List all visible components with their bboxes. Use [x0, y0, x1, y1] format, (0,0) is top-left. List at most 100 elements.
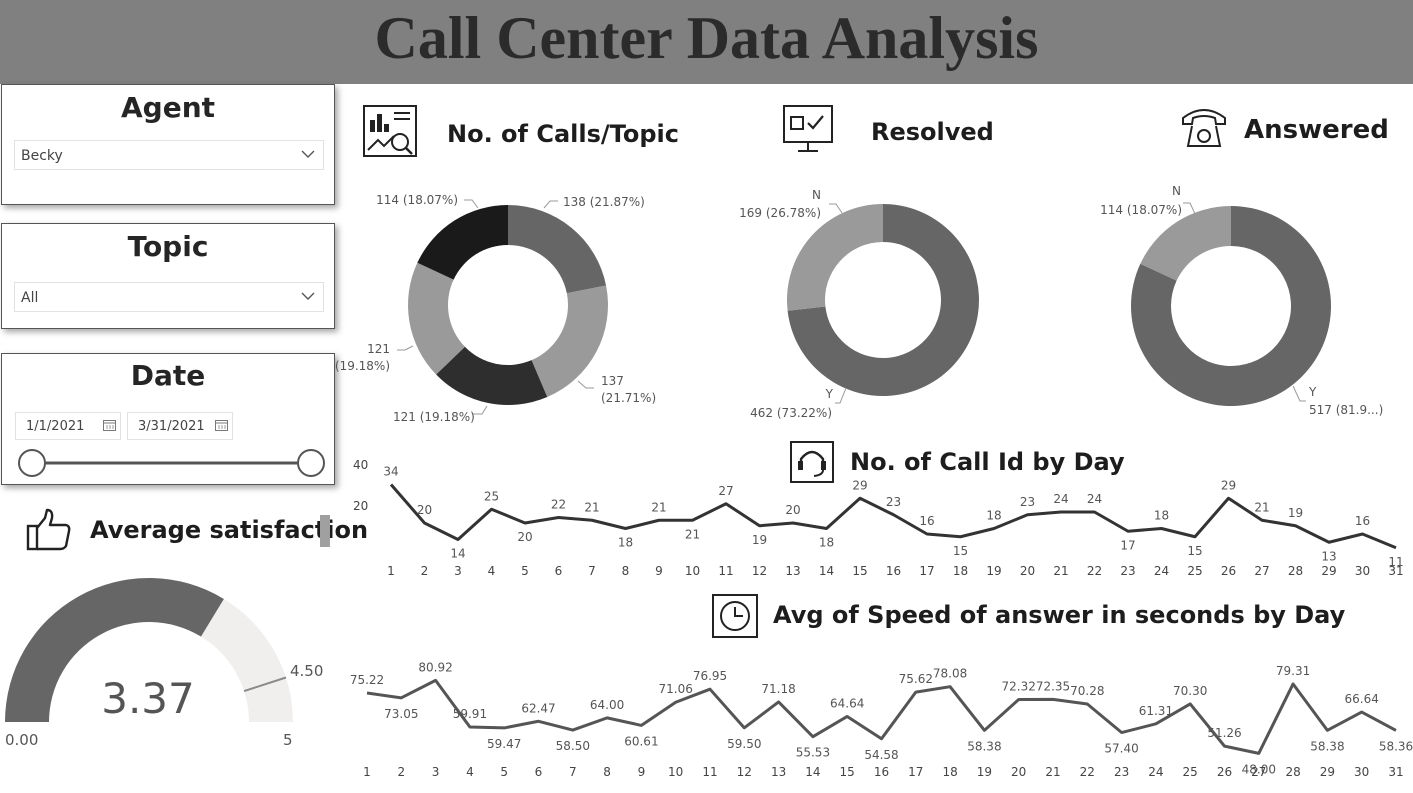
agent-dropdown-value: Becky — [21, 148, 63, 164]
leader-line — [464, 199, 479, 209]
point-data-label: 20 — [517, 530, 532, 544]
point-data-label: 23 — [886, 495, 901, 509]
slice-category-label: N — [812, 188, 821, 202]
point-data-label: 21 — [651, 500, 666, 514]
calls-topic-title: No. of Calls/Topic — [447, 120, 679, 148]
point-data-label: 16 — [1355, 514, 1370, 528]
slice-data-label: 137 — [601, 374, 624, 388]
point-data-label: 51.26 — [1207, 726, 1241, 740]
x-tick-label: 17 — [908, 765, 923, 779]
leader-line — [835, 387, 847, 404]
y-tick-label: 40 — [353, 458, 368, 472]
x-tick-label: 15 — [852, 564, 867, 578]
point-data-label: 21 — [584, 500, 599, 514]
point-data-label: 71.06 — [659, 682, 693, 696]
end-date-input[interactable]: 3/31/2021 — [127, 412, 233, 440]
answered-title: Answered — [1244, 115, 1389, 145]
point-data-label: 16 — [919, 514, 934, 528]
point-data-label: 27 — [718, 484, 733, 498]
slice-data-label: 114 (18.07%) — [1100, 203, 1182, 217]
x-tick-label: 28 — [1288, 564, 1303, 578]
point-data-label: 24 — [1053, 492, 1068, 506]
series-line[interactable] — [389, 483, 1397, 550]
donut-slice[interactable] — [508, 205, 607, 294]
point-data-label: 21 — [1254, 500, 1269, 514]
point-data-label: 72.35 — [1036, 679, 1070, 693]
slice-category-label: N — [1172, 184, 1181, 198]
point-data-label: 19 — [1288, 506, 1303, 520]
point-data-label: 70.28 — [1070, 684, 1104, 698]
slice-data-label: 517 (81.9...) — [1309, 403, 1383, 417]
point-data-label: 18 — [986, 509, 1001, 523]
slice-data-label: (21.71%) — [601, 391, 656, 405]
leader-line — [397, 345, 414, 351]
start-date-input[interactable]: 1/1/2021 — [15, 412, 121, 440]
resolved-donut: Y 462 (73.22%) N 169 (26.78%) — [739, 188, 980, 420]
x-tick-label: 4 — [466, 765, 474, 779]
x-tick-label: 18 — [942, 765, 957, 779]
agent-dropdown[interactable]: Becky — [14, 140, 324, 170]
x-tick-label: 13 — [785, 564, 800, 578]
donut-slice[interactable] — [1140, 206, 1231, 281]
donut-slice[interactable] — [531, 285, 608, 397]
slice-data-label: 138 (21.87%) — [563, 195, 645, 209]
point-data-label: 18 — [819, 536, 834, 550]
series-line[interactable] — [366, 678, 1397, 755]
donut-slice[interactable] — [787, 204, 883, 311]
calls-by-day-line-chart: 20 40 34 1 20 2 14 3 25 4 20 5 22 6 21 7 18 8 21 9 21 10 27 11 1… — [353, 458, 1404, 578]
calls-topic-donut: 138 (21.87%) 137 (21.71%) 121 (19.18%) 121 (1… — [335, 193, 656, 424]
x-tick-label: 19 — [977, 765, 992, 779]
donut-slice[interactable] — [436, 346, 548, 405]
topic-dropdown[interactable]: All — [14, 282, 324, 312]
x-tick-label: 17 — [919, 564, 934, 578]
start-date-value: 1/1/2021 — [26, 419, 85, 434]
donut-slice[interactable] — [408, 262, 465, 375]
point-data-label: 64.00 — [590, 698, 624, 712]
x-tick-label: 3 — [432, 765, 440, 779]
calendar-icon[interactable] — [103, 419, 116, 431]
point-data-label: 75.62 — [899, 672, 933, 686]
x-tick-label: 14 — [819, 564, 834, 578]
point-data-label: 58.38 — [967, 739, 1001, 753]
chevron-down-icon — [301, 150, 315, 158]
x-tick-label: 11 — [702, 765, 717, 779]
resolved-title: Resolved — [871, 118, 994, 146]
donut-slice[interactable] — [417, 205, 508, 280]
point-data-label: 20 — [417, 503, 432, 517]
point-data-label: 17 — [1120, 538, 1135, 552]
gauge-max-label: 5 — [283, 731, 293, 749]
point-data-label: 59.47 — [487, 737, 521, 751]
x-tick-label: 16 — [874, 765, 889, 779]
x-tick-label: 15 — [840, 765, 855, 779]
x-tick-label: 21 — [1045, 765, 1060, 779]
point-data-label: 15 — [953, 544, 968, 558]
gauge-target-marker — [243, 676, 287, 693]
point-data-label: 76.95 — [693, 669, 727, 683]
point-data-label: 55.53 — [796, 746, 830, 760]
slice-data-label: 121 (19.18%) — [393, 410, 475, 424]
agent-slicer: Agent Becky — [1, 84, 335, 205]
speed-by-day-line-chart: 75.22 1 73.05 2 80.92 3 59.91 4 59.47 5 62.47 6 58.5… — [350, 660, 1413, 779]
point-data-label: 18 — [1154, 509, 1169, 523]
x-tick-label: 14 — [805, 765, 820, 779]
donut-slice[interactable] — [1130, 206, 1331, 406]
x-tick-label: 20 — [1011, 765, 1026, 779]
point-data-label: 18 — [618, 536, 633, 550]
x-tick-label: 25 — [1183, 765, 1198, 779]
x-tick-label: 27 — [1251, 765, 1266, 779]
point-data-label: 11 — [1388, 555, 1403, 569]
gauge-value: 3.37 — [101, 674, 195, 723]
point-data-label: 72.32 — [1002, 679, 1036, 693]
slice-data-label: (19.18%) — [335, 359, 390, 373]
x-tick-label: 30 — [1355, 564, 1370, 578]
x-tick-label: 25 — [1187, 564, 1202, 578]
x-tick-label: 29 — [1320, 765, 1335, 779]
donut-slice[interactable] — [787, 204, 980, 396]
page-title: Call Center Data Analysis — [374, 5, 1039, 71]
x-tick-label: 6 — [555, 564, 563, 578]
x-tick-label: 31 — [1388, 765, 1403, 779]
point-data-label: 48.00 — [1242, 762, 1276, 776]
calendar-icon[interactable] — [215, 419, 228, 431]
point-data-label: 58.38 — [1310, 739, 1344, 753]
